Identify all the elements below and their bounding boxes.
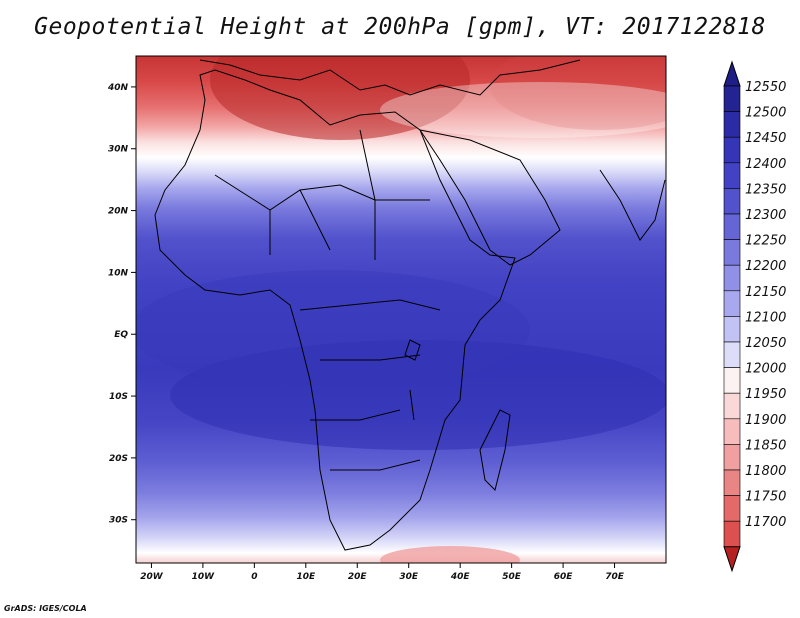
colorbar-top-arrow <box>723 60 741 87</box>
latitude-ticks: 40N 30N 20N 10N EQ 10S 20S 30S <box>107 83 136 526</box>
lat-tick-label: 20N <box>108 207 129 217</box>
colorbar-box <box>723 444 741 471</box>
colorbar-label: 11750 <box>745 490 786 505</box>
colorbar-boxes <box>723 60 741 573</box>
colorbar-label: 11900 <box>745 413 786 428</box>
southern-low-patch <box>380 546 520 563</box>
colorbar-box <box>723 264 741 292</box>
colorbar-bottom-arrow <box>723 546 741 573</box>
colorbar-box <box>723 188 741 215</box>
lat-tick-label: 40N <box>107 83 129 93</box>
colorbar-box <box>723 367 741 394</box>
lon-tick-label: 30E <box>399 572 419 582</box>
colorbar-label: 12350 <box>745 182 786 197</box>
madagascar <box>479 409 511 491</box>
grads-credit: GrADS: IGES/COLA <box>4 604 87 613</box>
colorbar-box <box>723 520 741 548</box>
colorbar-label: 11950 <box>745 387 786 402</box>
lon-tick-label: 70E <box>605 572 625 582</box>
map-title: Geopotential Height at 200hPa [gpm], VT:… <box>34 14 766 40</box>
lat-tick-label: 30S <box>109 516 128 526</box>
colorbar-box <box>723 213 741 240</box>
colorbar-box <box>723 239 741 266</box>
lon-tick-label: 10E <box>296 572 316 582</box>
high-height-core <box>170 340 666 450</box>
colorbar-box <box>723 162 741 189</box>
lon-tick-label: 20E <box>348 572 368 582</box>
colorbar-label: 12200 <box>745 259 786 274</box>
great-lakes <box>404 339 421 421</box>
colorbar-label: 11850 <box>745 438 786 453</box>
sahara-borders <box>214 129 430 260</box>
lat-tick-label: 10N <box>108 268 129 278</box>
colorbar-label: 12450 <box>745 131 786 146</box>
colorbar-label: 12050 <box>745 336 786 351</box>
colorbar-labels: 12550 12500 12450 12400 12350 12300 12250 12200… <box>745 80 786 530</box>
colorbar-box <box>723 341 741 368</box>
lat-tick-label: 10S <box>109 392 128 402</box>
longitude-ticks: 20W 10W 0 10E 20E 30E 40E 50E 60E 70E <box>140 563 625 582</box>
colorbar-box <box>723 111 741 138</box>
coastlines-borders <box>154 59 666 551</box>
colorbar-label: 12000 <box>745 362 786 377</box>
colorbar-label: 12250 <box>745 234 786 249</box>
central-borders <box>299 299 441 471</box>
colorbar-box <box>723 495 741 522</box>
plot-frame <box>135 55 667 564</box>
lon-tick-label: 60E <box>554 572 574 582</box>
height-field <box>136 56 666 563</box>
colorbar-label: 12500 <box>745 106 786 121</box>
colorbar-label: 11800 <box>745 464 786 479</box>
colorbar-label: 12300 <box>745 208 786 223</box>
colorbar-label: 12100 <box>745 310 786 325</box>
colorbar-label: 12400 <box>745 157 786 172</box>
europe-coast <box>199 59 581 96</box>
lon-tick-label: 0 <box>251 572 257 582</box>
colorbar-box <box>723 316 741 343</box>
lon-tick-label: 20W <box>140 572 164 582</box>
lat-tick-label: 30N <box>108 145 129 155</box>
colorbar-box <box>723 290 741 317</box>
white-band-east <box>380 82 666 138</box>
field-background <box>136 56 666 563</box>
colorbar-box <box>723 418 741 445</box>
lat-tick-label: EQ <box>114 330 128 340</box>
lon-tick-label: 50E <box>502 572 522 582</box>
colorbar-box <box>723 392 741 420</box>
africa-coastline <box>154 69 516 551</box>
high-height-band <box>136 270 530 390</box>
colorbar-label: 11700 <box>745 515 786 530</box>
india-coast <box>599 169 666 241</box>
lon-tick-label: 10W <box>192 572 216 582</box>
colorbar-box <box>723 469 741 496</box>
low-height-lobe-east <box>490 56 666 130</box>
colorbar-box <box>723 136 741 164</box>
arabian-peninsula <box>418 129 561 266</box>
lon-tick-label: 40E <box>450 572 471 582</box>
colorbar-label: 12550 <box>745 80 786 95</box>
colorbar-label: 12150 <box>745 285 786 300</box>
colorbar-box <box>723 85 741 112</box>
lat-tick-label: 20S <box>109 454 128 464</box>
